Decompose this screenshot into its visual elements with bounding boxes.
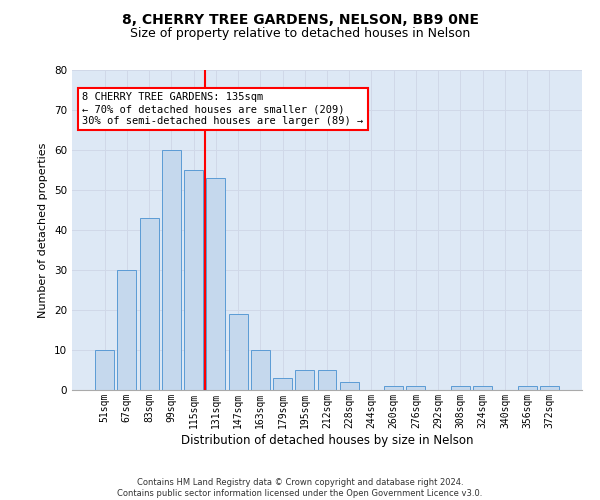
Y-axis label: Number of detached properties: Number of detached properties — [38, 142, 49, 318]
Text: 8, CHERRY TREE GARDENS, NELSON, BB9 0NE: 8, CHERRY TREE GARDENS, NELSON, BB9 0NE — [121, 12, 479, 26]
Bar — [140, 218, 158, 390]
Text: Contains HM Land Registry data © Crown copyright and database right 2024.
Contai: Contains HM Land Registry data © Crown c… — [118, 478, 482, 498]
Bar — [540, 386, 559, 390]
Bar — [518, 386, 536, 390]
Bar — [184, 170, 203, 390]
X-axis label: Distribution of detached houses by size in Nelson: Distribution of detached houses by size … — [181, 434, 473, 446]
Text: 8 CHERRY TREE GARDENS: 135sqm
← 70% of detached houses are smaller (209)
30% of : 8 CHERRY TREE GARDENS: 135sqm ← 70% of d… — [82, 92, 364, 126]
Bar — [317, 370, 337, 390]
Bar — [273, 378, 292, 390]
Bar — [406, 386, 425, 390]
Bar — [229, 314, 248, 390]
Bar — [95, 350, 114, 390]
Bar — [206, 178, 225, 390]
Bar — [295, 370, 314, 390]
Bar — [162, 150, 181, 390]
Bar — [451, 386, 470, 390]
Bar — [118, 270, 136, 390]
Text: Size of property relative to detached houses in Nelson: Size of property relative to detached ho… — [130, 28, 470, 40]
Bar — [384, 386, 403, 390]
Bar — [340, 382, 359, 390]
Bar — [251, 350, 270, 390]
Bar — [473, 386, 492, 390]
